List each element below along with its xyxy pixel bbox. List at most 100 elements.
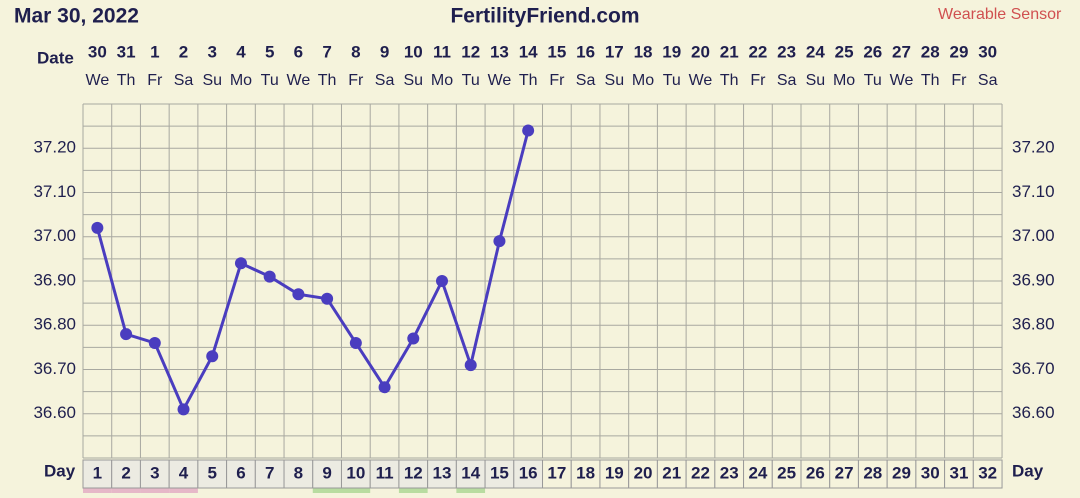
weekday-label: Mo bbox=[632, 72, 654, 89]
day-number: 12 bbox=[404, 463, 423, 482]
day-strip bbox=[456, 488, 486, 493]
source-label: Wearable Sensor bbox=[938, 6, 1062, 23]
day-cell bbox=[139, 459, 170, 489]
day-number: 11 bbox=[376, 463, 394, 482]
day-number: 9 bbox=[322, 463, 331, 482]
day-cell bbox=[82, 459, 113, 489]
weekday-label: Sa bbox=[978, 72, 998, 89]
day-number: 1 bbox=[93, 463, 102, 482]
day-number: 6 bbox=[236, 463, 245, 482]
day-cell bbox=[197, 459, 228, 489]
y-tick-label: 37.20 bbox=[1012, 138, 1055, 157]
weekday-label: Mo bbox=[833, 72, 855, 89]
day-number: 7 bbox=[265, 463, 274, 482]
y-tick-label: 36.70 bbox=[33, 359, 76, 378]
temperature-point bbox=[234, 257, 247, 270]
temperature-point bbox=[91, 221, 104, 234]
weekday-label: Su bbox=[806, 72, 826, 89]
day-cell bbox=[226, 459, 256, 489]
day-strip bbox=[111, 488, 141, 493]
weekday-label: Th bbox=[921, 72, 940, 89]
weekday-label: Fr bbox=[348, 72, 364, 89]
weekday-label: Fr bbox=[951, 72, 967, 89]
weekday-label: Tu bbox=[864, 72, 882, 89]
weekday-label: Mo bbox=[431, 72, 453, 89]
weekday-label: Fr bbox=[549, 72, 565, 89]
weekday-label: Tu bbox=[663, 72, 681, 89]
day-cell bbox=[168, 459, 199, 489]
weekday-label: Fr bbox=[147, 72, 163, 89]
day-cell bbox=[513, 459, 544, 489]
temperature-point bbox=[407, 332, 420, 345]
day-number: 23 bbox=[720, 463, 739, 482]
day-cell bbox=[484, 459, 515, 489]
y-tick-label: 36.90 bbox=[33, 270, 76, 289]
day-cell bbox=[111, 459, 141, 489]
date-label: 8 bbox=[351, 42, 360, 61]
day-number: 19 bbox=[605, 463, 624, 482]
day-number: 4 bbox=[179, 463, 189, 482]
weekday-label: We bbox=[287, 72, 311, 89]
site-title: FertilityFriend.com bbox=[450, 5, 639, 28]
date-label: 23 bbox=[777, 42, 796, 61]
weekday-label: Su bbox=[605, 72, 625, 89]
day-cell bbox=[340, 459, 371, 489]
day-strip bbox=[140, 488, 170, 493]
date-label: 12 bbox=[461, 42, 480, 61]
date-label: 26 bbox=[863, 42, 882, 61]
date-label: 6 bbox=[294, 42, 303, 61]
date-label: 19 bbox=[662, 42, 681, 61]
temperature-point bbox=[263, 270, 276, 283]
date-label: 29 bbox=[949, 42, 968, 61]
temperature-point bbox=[321, 292, 334, 305]
weekday-label: We bbox=[86, 72, 110, 89]
day-number: 32 bbox=[978, 463, 997, 482]
temperature-point bbox=[493, 235, 506, 248]
weekday-label: Fr bbox=[750, 72, 766, 89]
date-label: 16 bbox=[576, 42, 595, 61]
temperature-line bbox=[95, 130, 530, 413]
date-label: 21 bbox=[720, 42, 739, 61]
date-label: 11 bbox=[433, 42, 451, 61]
day-cell bbox=[800, 459, 831, 489]
day-cell bbox=[972, 459, 1003, 489]
temperature-point bbox=[148, 336, 161, 349]
weekday-label: Mo bbox=[230, 72, 252, 89]
day-number: 26 bbox=[806, 463, 825, 482]
temperature-point bbox=[120, 328, 133, 341]
weekday-label: Th bbox=[117, 72, 136, 89]
day-number: 16 bbox=[519, 463, 538, 482]
weekday-label: Su bbox=[403, 72, 423, 89]
day-number: 29 bbox=[892, 463, 911, 482]
day-number: 14 bbox=[461, 463, 480, 482]
day-number: 21 bbox=[662, 463, 681, 482]
weekday-label: Sa bbox=[174, 72, 194, 89]
temperature-point bbox=[349, 336, 362, 349]
day-cell bbox=[771, 459, 802, 489]
day-strip bbox=[341, 488, 371, 493]
day-cell bbox=[542, 459, 572, 489]
date-label: 14 bbox=[519, 42, 538, 61]
day-number: 5 bbox=[208, 463, 217, 482]
date-label: 22 bbox=[748, 42, 767, 61]
weekday-label: We bbox=[890, 72, 914, 89]
date-label: 15 bbox=[547, 42, 566, 61]
weekday-label: Th bbox=[519, 72, 538, 89]
y-tick-label: 37.10 bbox=[33, 182, 76, 201]
day-strip bbox=[398, 488, 428, 493]
day-strip bbox=[312, 488, 342, 493]
day-cell bbox=[599, 459, 630, 489]
chart-date: Mar 30, 2022 bbox=[14, 5, 139, 28]
date-label: 13 bbox=[490, 42, 509, 61]
temperature-point bbox=[292, 288, 305, 301]
day-cell bbox=[944, 459, 974, 489]
weekday-label: Su bbox=[202, 72, 222, 89]
y-tick-label: 37.00 bbox=[1012, 226, 1055, 245]
temperature-point bbox=[436, 275, 448, 287]
day-number: 3 bbox=[150, 463, 159, 482]
day-number: 28 bbox=[863, 463, 882, 482]
date-label: 30 bbox=[88, 42, 107, 61]
date-label: 28 bbox=[921, 42, 940, 61]
day-number: 25 bbox=[777, 463, 796, 482]
weekday-label: Sa bbox=[576, 72, 596, 89]
